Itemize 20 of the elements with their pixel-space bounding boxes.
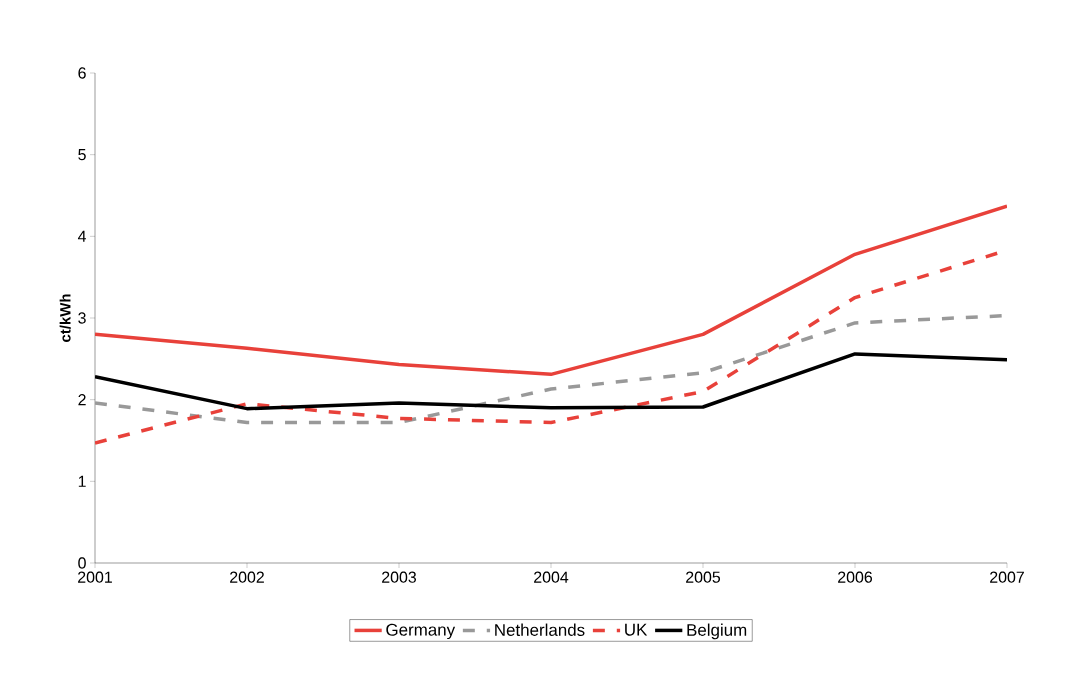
x-tick-label: 2005 [686, 571, 721, 583]
legend-label: Netherlands [495, 623, 585, 636]
x-tick-label: 2002 [230, 571, 264, 583]
y-tick-label: 5 [78, 149, 86, 161]
legend-label: Germany [386, 623, 456, 640]
legend-label: Belgium [687, 623, 747, 640]
y-axis-title: ct/kWh [59, 294, 71, 342]
y-tick-label: 2 [78, 394, 86, 406]
x-tick-label: 2007 [990, 571, 1024, 583]
x-tick-label: 2001 [78, 571, 112, 583]
x-tick-label: 2006 [838, 571, 873, 583]
legend-label: UK [625, 623, 648, 636]
y-tick-label: 0 [78, 557, 86, 569]
x-tick-label: 2003 [382, 571, 417, 583]
line-series [95, 204, 1008, 377]
y-tick-label: 1 [78, 475, 86, 487]
y-tick-label: 4 [77, 230, 87, 242]
y-tick-label: 6 [78, 67, 86, 79]
y-tick-label: 3 [78, 312, 86, 324]
x-tick-label: 2004 [534, 571, 569, 583]
